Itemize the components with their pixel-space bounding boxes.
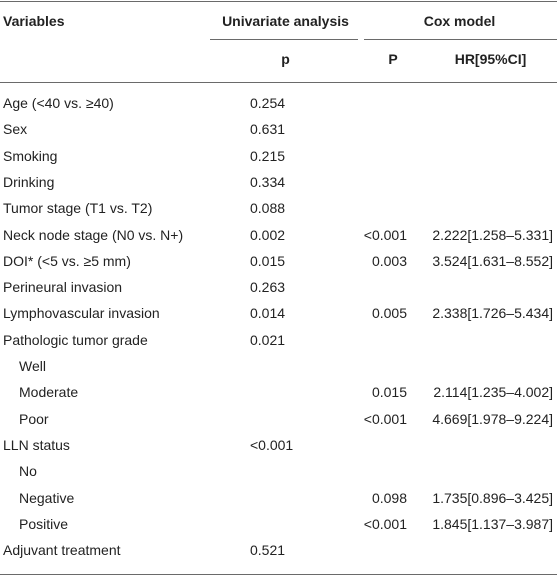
row-univariate-p: 0.002: [250, 227, 286, 243]
row-cox-p: 0.003: [371, 253, 407, 269]
row-univariate-p: 0.263: [250, 279, 286, 295]
header-univariate: Univariate analysis: [222, 13, 349, 29]
row-hr: 2.114[1.235–4.002]: [433, 384, 553, 400]
row-univariate-p: 0.631: [250, 121, 286, 137]
header-p: p: [281, 51, 290, 67]
header-cox-model: Cox model: [423, 13, 496, 29]
row-univariate-p: <0.001: [250, 437, 294, 453]
row-variable: Adjuvant treatment: [3, 542, 121, 558]
row-hr: 2.338[1.726–5.434]: [432, 305, 553, 321]
row-variable: Poor: [19, 411, 49, 427]
row-cox-p: <0.001: [363, 411, 407, 427]
row-univariate-p: 0.021: [250, 332, 286, 348]
row-variable: Moderate: [19, 384, 79, 400]
row-variable: Perineural invasion: [3, 279, 123, 295]
row-variable: Sex: [3, 121, 28, 137]
row-variable: Positive: [19, 516, 69, 532]
header-cox-p: P: [388, 51, 398, 67]
row-hr: 1.845[1.137–3.987]: [432, 516, 553, 532]
row-univariate-p: 0.334: [250, 174, 286, 190]
row-cox-p: 0.015: [371, 384, 407, 400]
header-hr: HR[95%CI]: [454, 51, 527, 67]
univariate-underline: [210, 39, 358, 40]
row-variable: Smoking: [3, 148, 58, 164]
row-univariate-p: 0.254: [250, 95, 286, 111]
row-variable: LLN status: [3, 437, 70, 453]
row-variable: Tumor stage (T1 vs. T2): [3, 200, 153, 216]
top-rule: [0, 1, 557, 2]
row-univariate-p: 0.088: [250, 200, 286, 216]
row-univariate-p: 0.014: [250, 305, 286, 321]
row-variable: Pathologic tumor grade: [3, 332, 148, 348]
header-variables: Variables: [3, 13, 65, 29]
header-rule: [0, 82, 557, 83]
row-univariate-p: 0.215: [250, 148, 286, 164]
bottom-rule: [0, 574, 557, 575]
row-variable: Drinking: [3, 174, 55, 190]
row-univariate-p: 0.521: [250, 542, 286, 558]
row-hr: 4.669[1.978–9.224]: [432, 411, 553, 427]
row-variable: Well: [19, 358, 46, 374]
row-cox-p: <0.001: [363, 227, 407, 243]
row-variable: Lymphovascular invasion: [3, 305, 160, 321]
cox-underline: [364, 39, 557, 40]
row-cox-p: 0.098: [371, 490, 407, 506]
row-cox-p: <0.001: [363, 516, 407, 532]
row-univariate-p: 0.015: [250, 253, 286, 269]
row-variable: Age (<40 vs. ≥40): [3, 95, 114, 111]
row-hr: 3.524[1.631–8.552]: [432, 253, 553, 269]
row-cox-p: 0.005: [371, 305, 407, 321]
row-variable: DOI* (<5 vs. ≥5 mm): [3, 253, 131, 269]
row-variable: Neck node stage (N0 vs. N+): [3, 227, 184, 243]
row-variable: No: [19, 463, 37, 479]
row-variable: Negative: [19, 490, 75, 506]
row-hr: 2.222[1.258–5.331]: [432, 227, 553, 243]
row-hr: 1.735[0.896–3.425]: [432, 490, 553, 506]
